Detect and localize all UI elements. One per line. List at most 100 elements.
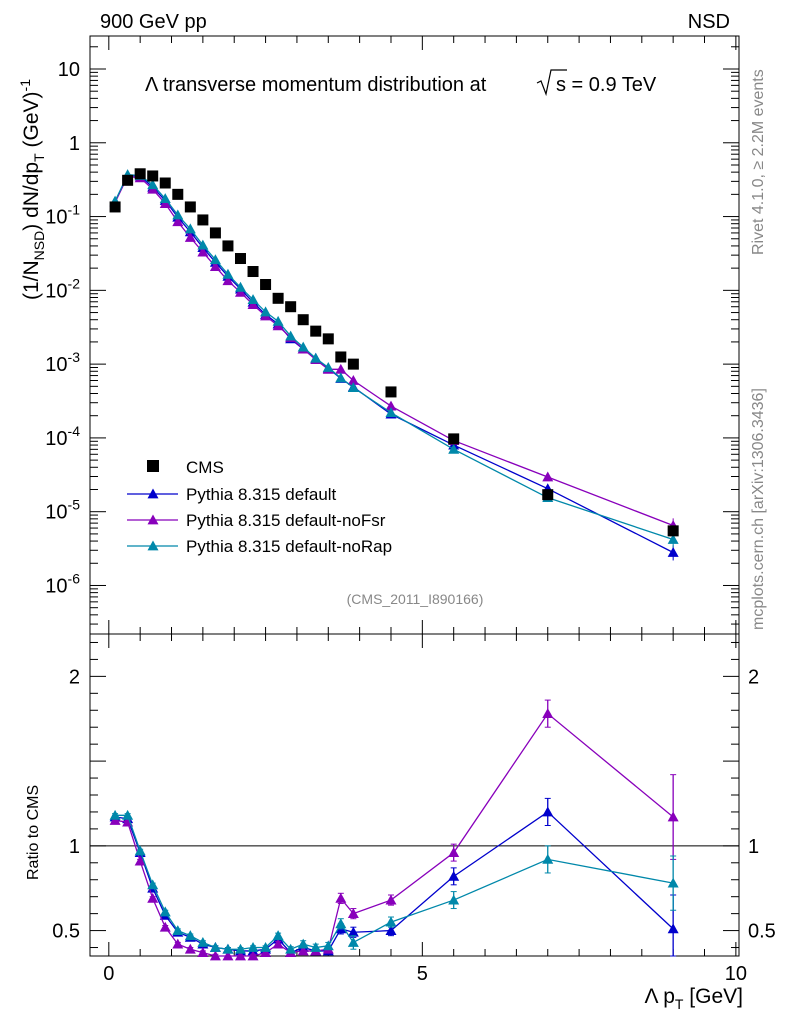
svg-text:Λ transverse momentum distribu: Λ transverse momentum distribution at: [145, 74, 487, 96]
ratio-point: [385, 894, 397, 905]
ratio-point: [234, 950, 246, 961]
series-line: [114, 173, 674, 541]
reference-point: [209, 227, 221, 239]
ratio-point: [260, 947, 272, 958]
ratio-point: [347, 926, 359, 937]
ratio-point: [247, 950, 259, 961]
ratio-point: [322, 940, 334, 951]
ratio-series-group: [109, 699, 679, 961]
ratio-point: [385, 916, 397, 927]
reference-point: [667, 525, 679, 537]
ratio-point: [448, 847, 460, 858]
reference-point: [272, 292, 284, 304]
legend-label: Pythia 8.315 default: [186, 485, 337, 504]
series-point: [234, 286, 246, 297]
legend-marker: [147, 514, 159, 525]
ratio-tick-label-right: 1: [748, 836, 759, 858]
series-point: [385, 407, 397, 418]
x-tick-label: 10: [725, 963, 747, 985]
reference-point: [222, 240, 234, 252]
ratio-point: [667, 811, 679, 822]
x-tick-label: 5: [417, 963, 428, 985]
y-tick-label: 1: [69, 133, 80, 155]
ratio-point: [272, 938, 284, 949]
ratio-point: [297, 945, 309, 956]
ratio-point: [147, 879, 159, 890]
series-point: [272, 315, 284, 326]
ratio-point: [147, 892, 159, 903]
ratio-point: [385, 925, 397, 935]
reference-point: [172, 188, 184, 200]
sqrt-symbol: [536, 69, 567, 97]
reference-point: [234, 253, 246, 265]
legend-label: Pythia 8.315 default-noFsr: [186, 511, 386, 530]
mcplots-label: mcplots.cern.ch [arXiv:1306.3436]: [750, 388, 767, 630]
series-point: [448, 443, 460, 454]
ratio-point: [134, 845, 146, 856]
series-point: [172, 216, 184, 227]
ratio-point: [542, 853, 554, 864]
reference-point: [197, 214, 209, 226]
y-tick-label: 10-2: [45, 275, 80, 302]
reference-point: [310, 325, 322, 337]
ratio-tick-label-left: 0.5: [52, 921, 80, 943]
ratio-tick-label-right: 2: [748, 666, 759, 688]
series-point: [285, 330, 297, 341]
series-point: [159, 193, 171, 204]
series-point: [247, 299, 259, 310]
ratio-point: [134, 855, 146, 866]
ratio-point: [667, 877, 679, 888]
ratio-point: [197, 936, 209, 947]
series-point: [335, 363, 347, 374]
ratio-plot-frame: [89, 633, 740, 957]
ratio-point: [109, 814, 121, 825]
ratio-point: [209, 942, 221, 952]
legend-label-reference: CMS: [186, 458, 224, 477]
ratio-point: [197, 947, 209, 958]
series-point: [234, 281, 246, 292]
reference-points: [109, 168, 679, 537]
header-process-label: NSD: [688, 11, 730, 33]
ratio-point: [222, 950, 234, 961]
ratio-tick-label-left: 1: [69, 836, 80, 858]
ratio-point: [310, 942, 322, 952]
series-point: [260, 306, 272, 317]
ratio-point: [172, 925, 184, 935]
ratio-point: [542, 806, 554, 817]
reference-point: [247, 266, 259, 278]
series-point: [222, 268, 234, 279]
y-axis-label: (1/NNSD) dN/dpT (GeV)-1: [17, 79, 47, 300]
reference-point: [109, 201, 121, 213]
series-point: [172, 209, 184, 220]
reference-point: [385, 386, 397, 398]
series-point: [347, 374, 359, 385]
series-point: [322, 362, 334, 372]
series-point: [209, 254, 221, 265]
reference-point: [542, 489, 554, 501]
series-point: [147, 179, 159, 190]
ratio-tick-label-right: 0.5: [748, 921, 776, 943]
series-point: [385, 400, 397, 411]
ratio-point: [184, 943, 196, 954]
ratio-point: [260, 942, 272, 952]
ratio-point: [122, 809, 134, 820]
y-tick-label: 10: [58, 59, 80, 81]
ratio-point: [667, 923, 679, 934]
reference-point: [260, 279, 272, 291]
legend: CMS Pythia 8.315 default Pythia 8.315 defa…: [127, 458, 392, 556]
svg-text:s = 0.9 TeV: s = 0.9 TeV: [556, 74, 657, 96]
ratio-point: [184, 930, 196, 941]
ratio-point: [448, 870, 460, 881]
legend-marker: [147, 488, 159, 499]
axis-ticks: [90, 36, 739, 956]
ratio-point: [335, 918, 347, 929]
ratio-point: [222, 943, 234, 954]
legend-marker: [147, 540, 159, 551]
x-tick-label: 0: [103, 963, 114, 985]
ratio-point: [247, 942, 259, 952]
y-tick-label: 10-4: [45, 423, 80, 450]
reference-point: [184, 201, 196, 213]
series-point: [335, 372, 347, 383]
